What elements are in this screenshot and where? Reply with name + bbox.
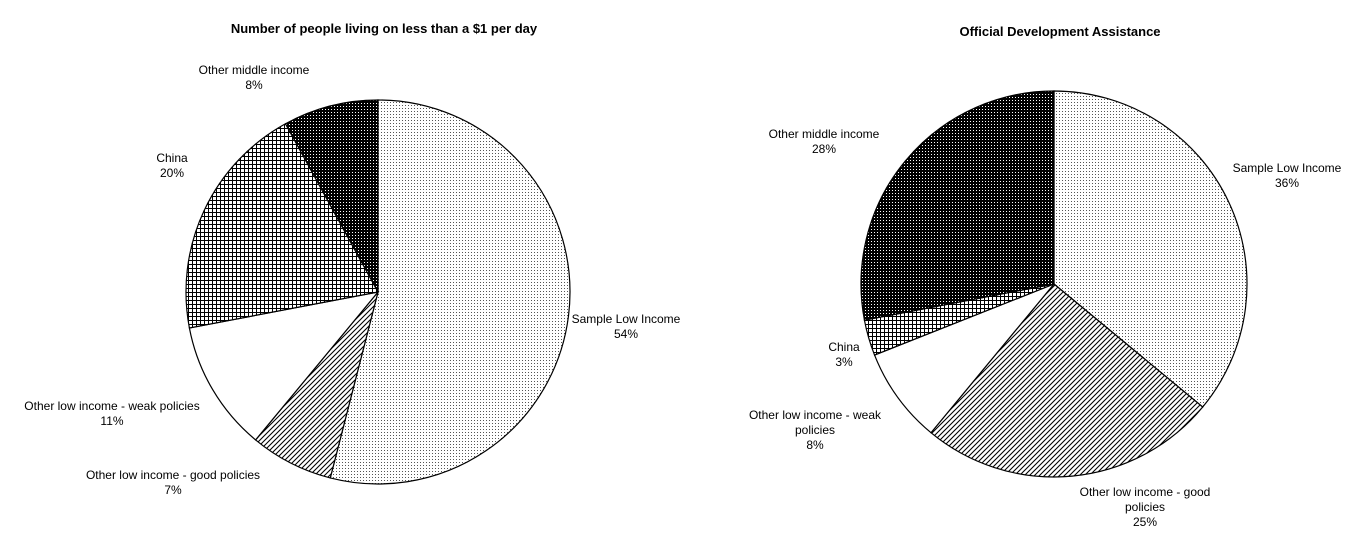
slice-percent: 28% — [812, 142, 836, 156]
slice-label: Sample Low Income 36% — [1233, 161, 1342, 190]
slice-label: Sample Low Income 54% — [572, 312, 681, 341]
slice-percent: 11% — [100, 414, 123, 428]
chart-title: Official Development Assistance — [959, 24, 1160, 39]
slice-name: Sample Low Income — [1233, 161, 1342, 175]
slice-label: Other low income - good policies 7% — [86, 468, 260, 497]
slice-name: Other low income - weak policies — [24, 399, 199, 413]
slice-percent: 8% — [806, 438, 824, 452]
slice-percent: 3% — [835, 355, 853, 369]
pie-slice-other-low-income-good-policies — [930, 283, 1204, 478]
slice-percent: 7% — [164, 483, 182, 497]
slice-label: China 20% — [156, 151, 188, 180]
slice-name: Other low income - good — [1080, 485, 1211, 499]
slice-percent: 8% — [245, 78, 263, 92]
slice-percent: 20% — [160, 166, 184, 180]
slice-label: Other middle income 28% — [769, 127, 880, 156]
chart-title: Number of people living on less than a $… — [231, 21, 538, 36]
pie-slice-other-low-income-weak-policies — [188, 291, 380, 441]
pie-chart-oda: Official Development Assistance Sample L… — [749, 24, 1342, 529]
slice-label: Other low income - good policies 25% — [1080, 485, 1211, 529]
pie-slice-other-middle-income — [284, 99, 379, 293]
slice-name: policies — [1125, 500, 1165, 514]
pie-slice-sample-low-income — [329, 99, 571, 485]
slice-label: Other low income - weak policies 11% — [24, 399, 199, 428]
slice-name: Other low income - good policies — [86, 468, 260, 482]
slice-name: Other middle income — [199, 63, 310, 77]
slice-name: Other middle income — [769, 127, 880, 141]
slice-name: China — [828, 340, 860, 354]
slice-percent: 54% — [614, 327, 638, 341]
pie-slice-sample-low-income — [1053, 90, 1248, 408]
slice-label: Other middle income 8% — [199, 63, 310, 92]
slice-percent: 36% — [1275, 176, 1299, 190]
slice-name: Other low income - weak — [749, 408, 882, 422]
slice-label: Other low income - weak policies 8% — [749, 408, 882, 452]
pie-slice-other-low-income-weak-policies — [873, 283, 1055, 434]
pie-chart-poverty: Number of people living on less than a $… — [24, 21, 680, 497]
pie-slice-other-middle-income — [860, 90, 1055, 321]
slice-name: Sample Low Income — [572, 312, 681, 326]
pie-slice-china — [185, 122, 379, 329]
slice-name: policies — [795, 423, 835, 437]
slice-label: China 3% — [828, 340, 860, 369]
slice-name: China — [156, 151, 188, 165]
slice-percent: 25% — [1133, 515, 1157, 529]
